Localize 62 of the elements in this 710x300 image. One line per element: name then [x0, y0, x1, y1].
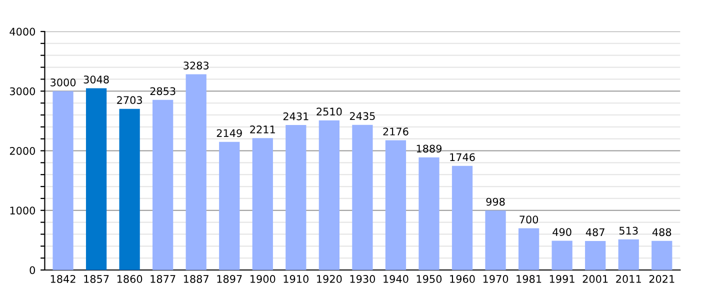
bar [318, 120, 340, 270]
y-tick-label: 4000 [10, 28, 36, 36]
x-tick-label: 2001 [582, 275, 608, 283]
bar [418, 157, 440, 270]
x-tick-label: 1897 [217, 275, 242, 283]
x-tick-label: 1910 [284, 275, 308, 283]
x-tick-label: 1960 [450, 275, 475, 283]
data-label: 488 [652, 228, 672, 236]
bar [186, 74, 206, 270]
y-tick-label: 1000 [10, 206, 36, 214]
x-tick-label: 1991 [550, 275, 574, 283]
bar [485, 210, 506, 270]
y-tick-label: 3000 [10, 87, 36, 96]
x-tick-label: 1877 [150, 275, 176, 283]
bar [52, 91, 74, 270]
bar [286, 125, 306, 270]
bar [452, 166, 473, 270]
y-tick-label: 2000 [10, 146, 36, 155]
data-label: 2853 [150, 87, 176, 96]
data-label: 487 [586, 228, 604, 236]
x-tick-label: 1857 [84, 275, 109, 283]
data-label: 2435 [350, 112, 375, 120]
bar [252, 138, 273, 270]
data-label: 1746 [450, 153, 475, 162]
x-tick-label: 1900 [250, 275, 276, 283]
bar [86, 88, 107, 270]
x-tick-label: 1887 [184, 275, 208, 283]
x-tick-label: 1930 [350, 275, 376, 283]
data-label: 2510 [316, 108, 342, 116]
y-tick-label: 0 [30, 266, 36, 274]
data-label: 3048 [84, 76, 109, 84]
data-label: 1889 [416, 144, 442, 153]
data-label: 3000 [50, 78, 76, 86]
x-tick-label: 1970 [483, 275, 508, 283]
data-label: 2211 [250, 125, 275, 134]
bar [352, 124, 373, 270]
data-label: 513 [619, 226, 638, 235]
bar [518, 228, 540, 270]
x-tick-label: 1920 [317, 275, 342, 283]
x-tick-label: 2011 [616, 275, 641, 283]
bar [119, 108, 140, 270]
bar [385, 140, 406, 270]
data-label: 2431 [283, 112, 308, 120]
x-tick-label: 2021 [649, 275, 674, 283]
x-tick-label: 1950 [416, 275, 442, 283]
bar [652, 240, 672, 270]
bar [585, 240, 606, 270]
data-label: 3283 [184, 62, 209, 70]
bar [618, 239, 639, 270]
data-label: 700 [520, 216, 538, 224]
bar [152, 100, 174, 270]
x-tick-label: 1981 [516, 275, 542, 283]
data-label: 2703 [117, 96, 142, 104]
x-tick-label: 1842 [50, 275, 76, 283]
data-label: 490 [552, 228, 572, 236]
data-label: 2176 [383, 128, 408, 136]
data-label: 2149 [216, 129, 242, 138]
x-tick-label: 1940 [384, 275, 408, 283]
data-label: 998 [486, 198, 505, 206]
bar [219, 142, 240, 270]
x-tick-label: 1860 [117, 275, 142, 283]
bar [552, 240, 572, 270]
